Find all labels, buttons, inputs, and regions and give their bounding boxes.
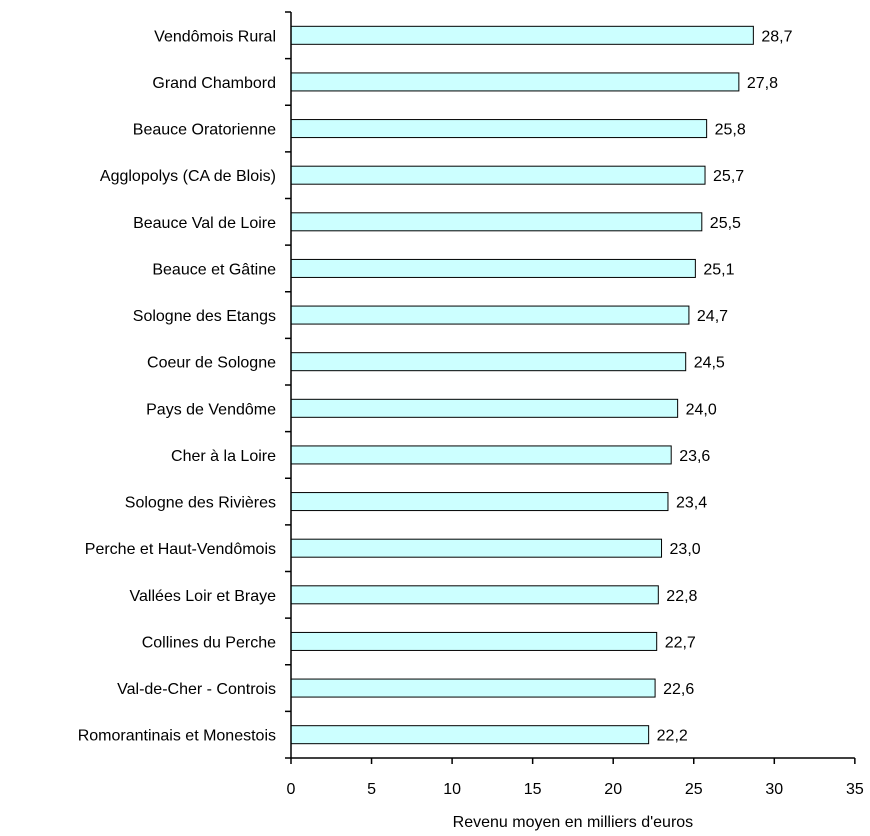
- bar: [290, 119, 708, 139]
- category-label: Grand Chambord: [152, 75, 276, 92]
- data-label: 23,6: [679, 448, 710, 465]
- category-label: Romorantinais et Monestois: [78, 728, 276, 745]
- category-label: Pays de Vendôme: [146, 401, 276, 418]
- data-label: 24,0: [686, 401, 717, 418]
- bar: [290, 631, 658, 651]
- x-axis-title: Revenu moyen en milliers d'euros: [453, 814, 694, 831]
- bar: [290, 492, 669, 512]
- category-label: Agglopolys (CA de Blois): [100, 168, 276, 185]
- x-tick-label: 5: [367, 781, 376, 798]
- category-label: Cher à la Loire: [171, 448, 276, 465]
- data-label: 22,2: [657, 728, 688, 745]
- bar: [290, 72, 740, 92]
- category-label: Beauce Val de Loire: [133, 215, 276, 232]
- data-label: 28,7: [761, 28, 792, 45]
- category-label: Sologne des Etangs: [133, 308, 276, 325]
- data-label: 25,7: [713, 168, 744, 185]
- x-tick-label: 25: [685, 781, 703, 798]
- category-label: Vendômois Rural: [154, 28, 276, 45]
- bar: [290, 352, 687, 372]
- data-label: 27,8: [747, 75, 778, 92]
- x-tick-label: 35: [846, 781, 864, 798]
- category-label: Vallées Loir et Braye: [130, 588, 277, 605]
- x-tick-label: 20: [604, 781, 622, 798]
- data-label: 25,5: [710, 215, 741, 232]
- bar: [290, 305, 690, 325]
- data-label: 23,0: [670, 541, 701, 558]
- bar: [290, 585, 659, 605]
- category-label: Sologne des Rivières: [125, 495, 276, 512]
- bar: [290, 165, 706, 185]
- category-label: Val-de-Cher - Controis: [117, 681, 276, 698]
- category-label: Collines du Perche: [142, 634, 276, 651]
- bar: [290, 538, 663, 558]
- labels-layer: Vendômois Rural 28,7 Grand Chambord 27,8 Bea…: [78, 28, 864, 798]
- bar: [290, 678, 656, 698]
- bar: [290, 258, 696, 278]
- x-tick-label: 0: [287, 781, 296, 798]
- data-label: 25,8: [715, 122, 746, 139]
- data-label: 24,7: [697, 308, 728, 325]
- x-tick-label: 15: [524, 781, 542, 798]
- category-label: Beauce et Gâtine: [152, 261, 276, 278]
- axes-layer: [285, 11, 856, 764]
- category-label: Coeur de Sologne: [147, 355, 276, 372]
- data-label: 24,5: [694, 355, 725, 372]
- data-label: 25,1: [703, 261, 734, 278]
- data-label: 22,8: [666, 588, 697, 605]
- bar: [290, 445, 672, 465]
- bar: [290, 25, 754, 45]
- bar: [290, 212, 703, 232]
- x-tick-label: 10: [443, 781, 461, 798]
- data-label: 22,6: [663, 681, 694, 698]
- bar: [290, 398, 679, 418]
- bar: [290, 725, 650, 745]
- category-label: Perche et Haut-Vendômois: [85, 541, 276, 558]
- x-tick-label: 30: [765, 781, 783, 798]
- category-label: Beauce Oratorienne: [133, 122, 276, 139]
- data-label: 22,7: [665, 634, 696, 651]
- data-label: 23,4: [676, 495, 707, 512]
